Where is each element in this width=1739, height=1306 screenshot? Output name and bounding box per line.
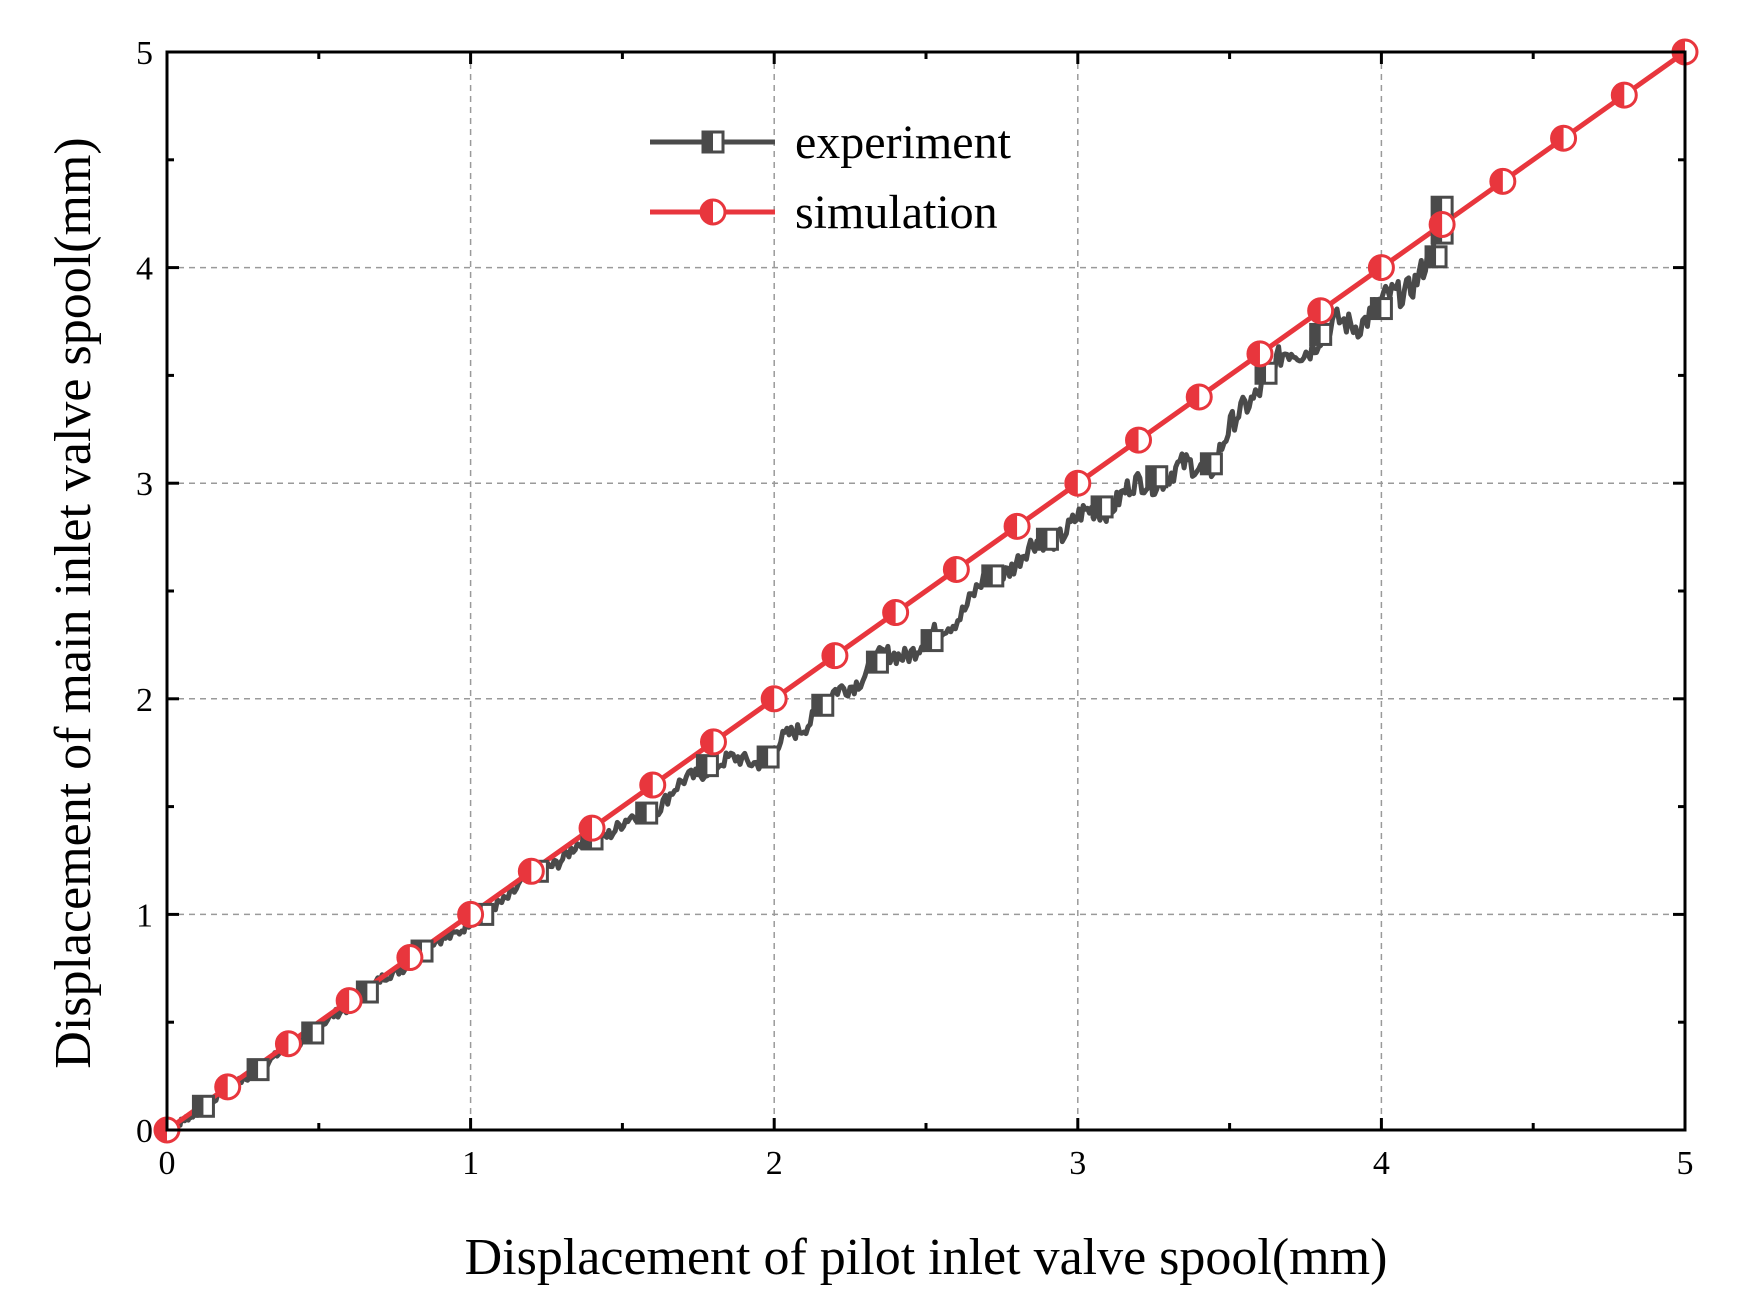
series-layer xyxy=(153,38,1699,1144)
simulation-point xyxy=(942,555,970,583)
y-tick-label: 3 xyxy=(136,466,153,503)
experiment-point xyxy=(635,801,659,825)
experiment-point xyxy=(1199,452,1223,476)
simulation-point xyxy=(517,857,545,885)
legend-simulation-marker xyxy=(699,198,727,226)
x-tick-label: 0 xyxy=(159,1145,176,1182)
simulation-point xyxy=(396,944,424,972)
legend-experiment-marker xyxy=(701,130,725,154)
experiment-point xyxy=(1090,495,1114,519)
simulation-point xyxy=(274,1030,302,1058)
simulation-markers xyxy=(153,38,1699,1144)
experiment-point xyxy=(1309,322,1333,346)
experiment-point xyxy=(756,745,780,769)
simulation-point xyxy=(1125,426,1153,454)
experiment-point xyxy=(301,1021,325,1045)
experiment-point xyxy=(981,564,1005,588)
experiment-point xyxy=(811,693,835,717)
experiment-point xyxy=(920,629,944,653)
grid xyxy=(167,52,1685,1130)
legend-simulation-label: simulation xyxy=(795,186,998,239)
y-tick-label: 1 xyxy=(136,897,153,934)
experiment-point xyxy=(1035,527,1059,551)
simulation-point xyxy=(1610,81,1638,109)
experiment-point xyxy=(191,1094,215,1118)
simulation-point xyxy=(214,1073,242,1101)
simulation-point xyxy=(335,987,363,1015)
experiment-point xyxy=(1424,245,1448,269)
simulation-point xyxy=(699,728,727,756)
ticks: 0 1 2 3 4 5 0 1 2 3 4 5 xyxy=(136,35,1694,1182)
y-tick-label: 5 xyxy=(136,35,153,72)
experiment-point xyxy=(1369,297,1393,321)
y-axis-title: Displacement of main inlet valve spool(m… xyxy=(45,137,102,1068)
simulation-point xyxy=(1367,254,1395,282)
simulation-point xyxy=(760,685,788,713)
simulation-point xyxy=(1489,167,1517,195)
simulation-point xyxy=(1003,512,1031,540)
x-tick-label: 4 xyxy=(1373,1145,1390,1182)
x-axis-title: Displacement of pilot inlet valve spool(… xyxy=(465,1229,1388,1286)
simulation-point xyxy=(1246,340,1274,368)
simulation-point xyxy=(1550,124,1578,152)
experiment-point xyxy=(1145,465,1169,489)
simulation-point xyxy=(882,599,910,627)
y-tick-label: 0 xyxy=(136,1113,153,1150)
simulation-point xyxy=(1428,210,1456,238)
simulation-point xyxy=(1185,383,1213,411)
simulation-point xyxy=(639,771,667,799)
experiment-point xyxy=(246,1058,270,1082)
simulation-point xyxy=(1307,297,1335,325)
simulation-point xyxy=(1064,469,1092,497)
simulation-point xyxy=(821,642,849,670)
legend-experiment-label: experiment xyxy=(795,116,1012,169)
x-tick-label: 3 xyxy=(1069,1145,1086,1182)
x-tick-label: 2 xyxy=(766,1145,783,1182)
y-tick-label: 2 xyxy=(136,682,153,719)
experiment-point xyxy=(865,650,889,674)
simulation-point xyxy=(457,900,485,928)
experiment-point xyxy=(695,754,719,778)
x-tick-label: 1 xyxy=(462,1145,479,1182)
simulation-point xyxy=(578,814,606,842)
y-tick-label: 4 xyxy=(136,251,153,288)
legend: experiment simulation xyxy=(650,116,1012,239)
x-tick-label: 5 xyxy=(1677,1145,1694,1182)
